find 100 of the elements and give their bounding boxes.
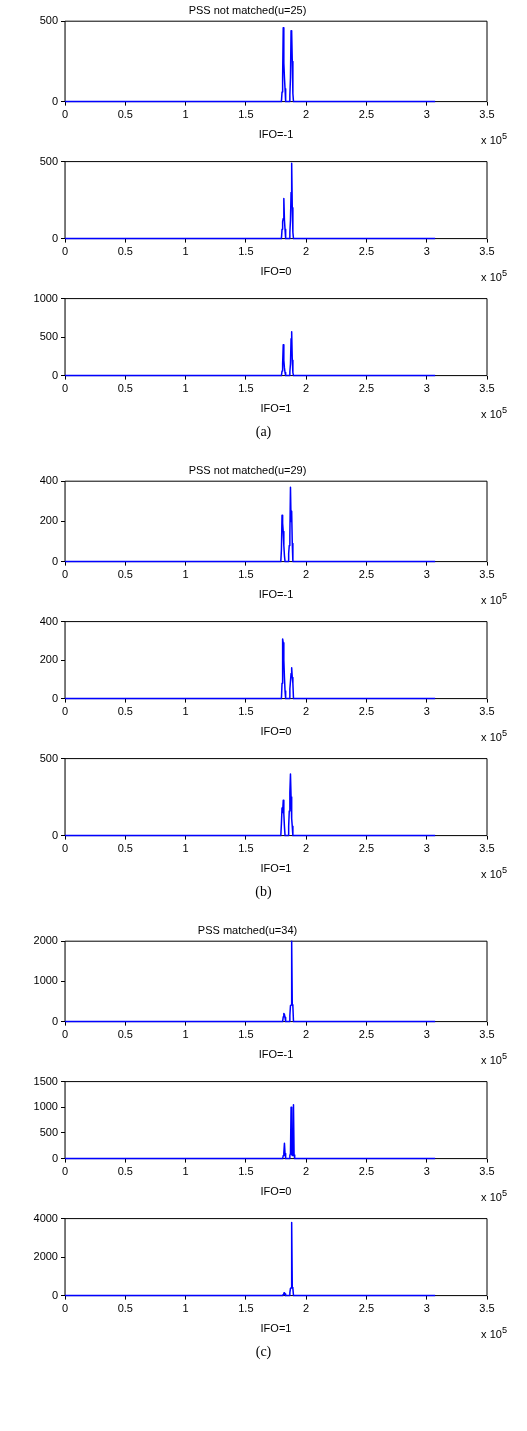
x-tick-label: 2.5 [358, 842, 375, 855]
x-tick-label: 3.5 [479, 108, 495, 121]
text: x 10$^{5}$ [481, 1051, 507, 1066]
x-tick-label: 1 [182, 382, 189, 395]
y-tick-label: 2000 [33, 934, 58, 947]
x-tick-label: 0 [61, 108, 69, 121]
chart-title: PSS not matched(u=29) [188, 463, 307, 476]
text: x 10$^{5}$ [481, 1325, 507, 1340]
text: x 10$^{5}$ [481, 728, 507, 743]
x-tick-label: 2.5 [358, 1028, 375, 1041]
x-axis-title: IFO=1 [260, 862, 292, 875]
x-axis-title: IFO=1 [260, 402, 292, 415]
x-tick-label: 3 [423, 1302, 430, 1315]
x-tick-label: 2 [303, 1302, 310, 1315]
x-tick-label: 3.5 [479, 1028, 495, 1041]
x-tick-label: 0 [61, 1302, 69, 1315]
text: x 10$^{5}$ [481, 591, 507, 606]
x-tick-label: 2 [303, 1028, 310, 1041]
x-tick-label: 1.5 [238, 1165, 254, 1178]
x-tick-label: 1 [182, 108, 189, 121]
x-tick-label: 1.5 [238, 245, 254, 258]
x-tick-label: 0 [61, 245, 69, 258]
x-axis-title: IFO=-1 [258, 588, 294, 601]
y-tick-label: 1500 [33, 1074, 58, 1087]
text: x 10$^{5}$ [481, 865, 507, 880]
x-tick-label: 1.5 [238, 382, 254, 395]
x-tick-label: 2 [303, 842, 310, 855]
x-tick-label: 2.5 [358, 705, 375, 718]
x-tick-label: 3 [423, 705, 430, 718]
y-tick-label: 200 [39, 514, 58, 527]
x-tick-label: 2.5 [358, 1165, 375, 1178]
y-tick-label: 500 [39, 751, 58, 764]
y-tick-label: 0 [51, 1288, 58, 1301]
text: (b) [254, 883, 273, 901]
x-tick-label: 2 [303, 1165, 310, 1178]
y-tick-label: 500 [39, 1125, 58, 1138]
x-tick-label: 2 [303, 382, 310, 395]
x-tick-label: 3 [423, 382, 430, 395]
chart-title: PSS not matched(u=25) [188, 3, 307, 16]
x-axis-title: IFO=0 [260, 1185, 292, 1198]
x-tick-label: 3.5 [479, 842, 495, 855]
x-tick-label: 3.5 [479, 1302, 495, 1315]
x-axis-title: IFO=0 [260, 725, 292, 738]
x-tick-label: 1.5 [238, 705, 254, 718]
y-tick-label: 1000 [33, 1100, 58, 1113]
x-tick-label: 3.5 [479, 568, 495, 581]
x-tick-label: 0.5 [117, 568, 133, 581]
x-tick-label: 0.5 [117, 1302, 133, 1315]
chart-title: PSS matched(u=34) [197, 923, 298, 936]
x-tick-label: 2.5 [358, 1302, 375, 1315]
x-tick-label: 0 [61, 382, 69, 395]
x-tick-label: 1.5 [238, 108, 254, 121]
x-tick-label: 0 [61, 842, 69, 855]
y-tick-label: 0 [51, 1151, 58, 1164]
x-tick-label: 0 [61, 1165, 69, 1178]
x-tick-label: 1 [182, 1028, 189, 1041]
y-tick-label: 0 [51, 828, 58, 841]
x-tick-label: 0.5 [117, 1028, 133, 1041]
x-tick-label: 2 [303, 705, 310, 718]
x-tick-label: 2.5 [358, 108, 375, 121]
x-tick-label: 0.5 [117, 245, 133, 258]
x-tick-label: 3 [423, 1028, 430, 1041]
x-tick-label: 1.5 [238, 568, 254, 581]
y-tick-label: 1000 [33, 291, 58, 304]
x-tick-label: 2.5 [358, 245, 375, 258]
x-tick-label: 0 [61, 1028, 69, 1041]
y-tick-label: 500 [39, 14, 58, 27]
x-tick-label: 1 [182, 705, 189, 718]
x-axis-title: IFO=-1 [258, 1048, 294, 1061]
y-tick-label: 4000 [33, 1211, 58, 1224]
x-tick-label: 1.5 [238, 1028, 254, 1041]
x-tick-label: 2 [303, 568, 310, 581]
text: x 10$^{5}$ [481, 1188, 507, 1203]
y-tick-label: 500 [39, 330, 58, 343]
x-tick-label: 3 [423, 842, 430, 855]
x-tick-label: 2 [303, 108, 310, 121]
x-tick-label: 1 [182, 1165, 189, 1178]
y-tick-label: 200 [39, 653, 58, 666]
x-tick-label: 3.5 [479, 382, 495, 395]
y-tick-label: 0 [51, 368, 58, 381]
x-tick-label: 0 [61, 705, 69, 718]
x-tick-label: 0.5 [117, 382, 133, 395]
y-tick-label: 0 [51, 1014, 58, 1027]
x-tick-label: 3.5 [479, 245, 495, 258]
x-axis-title: IFO=-1 [258, 128, 294, 141]
y-tick-label: 0 [51, 94, 58, 107]
x-tick-label: 0.5 [117, 108, 133, 121]
y-tick-label: 400 [39, 614, 58, 627]
x-tick-label: 1.5 [238, 842, 254, 855]
x-tick-label: 1 [182, 842, 189, 855]
text: (a) [254, 423, 273, 441]
y-tick-label: 1000 [33, 974, 58, 987]
text: x 10$^{5}$ [481, 131, 507, 146]
x-tick-label: 0.5 [117, 842, 133, 855]
x-tick-label: 2.5 [358, 382, 375, 395]
x-tick-label: 2 [303, 245, 310, 258]
x-tick-label: 1 [182, 1302, 189, 1315]
x-tick-label: 1.5 [238, 1302, 254, 1315]
y-tick-label: 0 [51, 554, 58, 567]
x-tick-label: 3 [423, 245, 430, 258]
